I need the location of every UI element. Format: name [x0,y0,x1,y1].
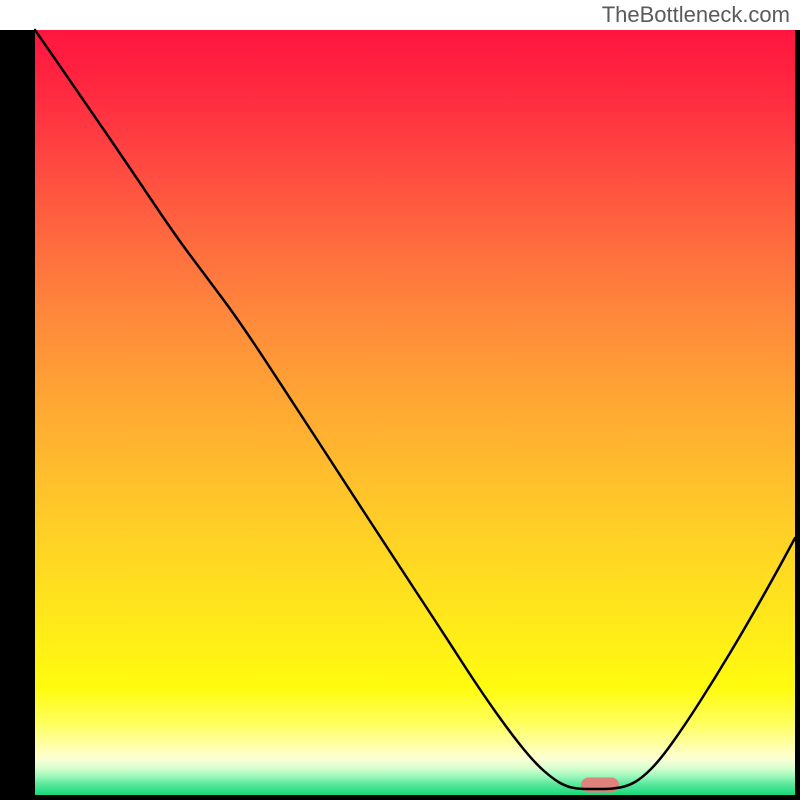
gradient-background [35,30,795,795]
bottleneck-chart [0,0,800,800]
watermark-text: TheBottleneck.com [602,2,790,28]
frame-left [0,30,35,800]
frame-right [795,30,800,800]
frame-bottom [0,795,800,800]
